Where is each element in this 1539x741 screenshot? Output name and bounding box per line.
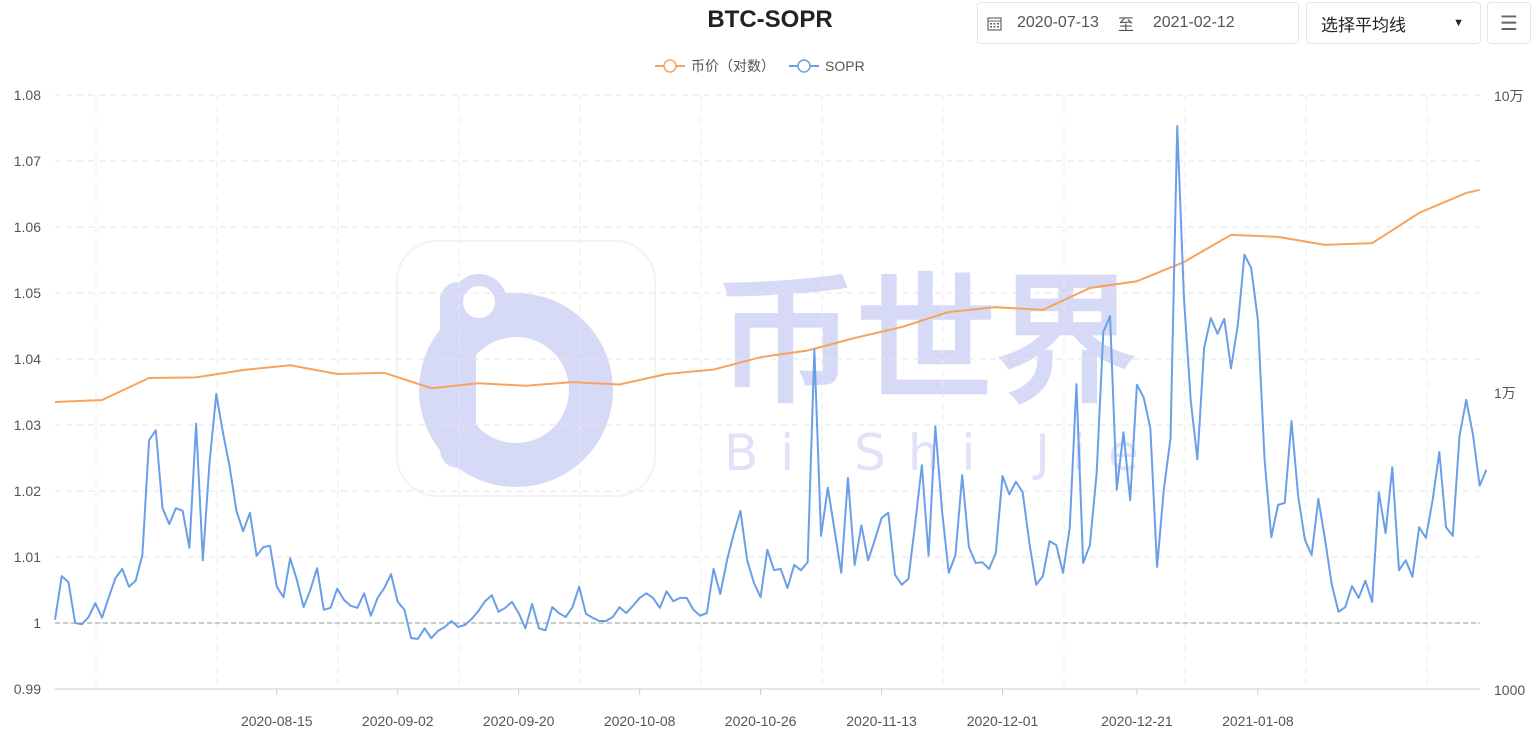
y-left-tick-label: 1.04 xyxy=(14,351,41,367)
moving-average-select[interactable]: 选择平均线 ▼ xyxy=(1306,2,1481,44)
legend-circle-icon xyxy=(655,59,685,73)
y-right-tick-label: 1万 xyxy=(1494,385,1516,401)
x-tick-label: 2020-09-02 xyxy=(362,713,434,729)
y-left-tick-label: 1.05 xyxy=(14,285,41,301)
sopr-series-line xyxy=(54,125,1488,640)
y-left-tick-label: 1.03 xyxy=(14,417,41,433)
y-left-tick-label: 1 xyxy=(33,615,41,631)
select-label: 选择平均线 xyxy=(1321,15,1406,35)
x-tick-label: 2020-12-21 xyxy=(1101,713,1173,729)
x-tick-label: 2020-08-15 xyxy=(241,713,313,729)
y-left-tick-label: 1.01 xyxy=(14,549,41,565)
legend-label: SOPR xyxy=(825,58,865,74)
x-tick-label: 2021-01-08 xyxy=(1222,713,1294,729)
y-left-tick-label: 1.02 xyxy=(14,483,41,499)
y-left-tick-label: 0.99 xyxy=(14,681,41,697)
calendar-icon xyxy=(987,16,1002,31)
legend-label: 币价（对数） xyxy=(691,58,775,74)
y-left-tick-label: 1.07 xyxy=(14,153,41,169)
hamburger-menu-icon: ☰ xyxy=(1500,12,1518,35)
legend-circle-icon xyxy=(789,59,819,73)
x-tick-label: 2020-09-20 xyxy=(483,713,555,729)
legend-item-sopr[interactable]: SOPR xyxy=(789,58,865,74)
legend: 币价（对数） SOPR xyxy=(655,56,879,76)
price-series-line xyxy=(54,188,1480,404)
y-left-tick-label: 1.06 xyxy=(14,219,41,235)
date-separator: 至 xyxy=(1117,17,1134,34)
y-right-tick-label: 1000 xyxy=(1494,682,1525,698)
chart-title: BTC-SOPR xyxy=(707,6,833,33)
end-date-input[interactable]: 2021-02-12 xyxy=(1152,14,1235,31)
date-range-picker[interactable]: 2020-07-13 至 2021-02-12 xyxy=(977,2,1299,44)
x-tick-label: 2020-10-08 xyxy=(604,713,676,729)
y-left-tick-label: 1.08 xyxy=(14,87,41,103)
x-tick-label: 2020-10-26 xyxy=(725,713,797,729)
start-date-input[interactable]: 2020-07-13 xyxy=(1017,14,1099,31)
x-tick-label: 2020-12-01 xyxy=(967,713,1039,729)
caret-down-icon: ▼ xyxy=(1453,17,1464,29)
x-tick-label: 2020-11-13 xyxy=(846,713,917,729)
legend-item-price[interactable]: 币价（对数） xyxy=(655,56,775,76)
y-right-tick-label: 10万 xyxy=(1494,88,1524,104)
menu-button[interactable]: ☰ xyxy=(1487,2,1531,44)
